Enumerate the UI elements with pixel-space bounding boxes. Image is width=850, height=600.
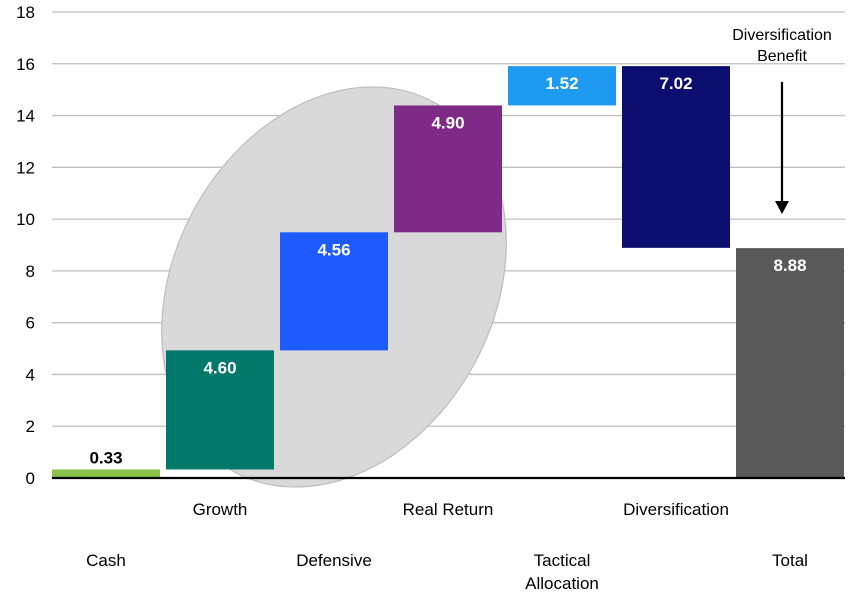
y-tick-label: 18 [16,3,35,22]
y-tick-label: 14 [16,107,35,126]
y-tick-label: 10 [16,210,35,229]
category-label: Real Return [403,500,494,519]
category-label: Defensive [296,551,372,570]
bar-value-label: 7.02 [659,74,692,93]
bar-value-label: 4.56 [317,240,350,259]
bar-6 [736,248,844,478]
bar-4 [508,66,616,106]
category-label: Allocation [525,574,599,593]
bar-3 [394,105,502,233]
bar-value-label: 1.52 [545,74,578,93]
annotation-text: Benefit [757,48,807,65]
category-label: Cash [86,551,126,570]
bar-value-label: 4.90 [431,113,464,132]
y-tick-label: 0 [26,469,35,488]
y-tick-label: 2 [26,417,35,436]
bar-5 [622,66,730,248]
annotation-text: Diversification [732,27,832,44]
annotation-arrowhead [775,201,789,214]
y-tick-label: 8 [26,262,35,281]
bar-value-label: 8.88 [773,256,806,275]
bar-value-label: 0.33 [89,448,122,467]
bar-1 [166,350,274,470]
bar-0 [52,469,160,478]
bar-2 [280,232,388,351]
category-label: Growth [193,500,248,519]
bar-value-label: 4.60 [203,358,236,377]
y-tick-label: 16 [16,55,35,74]
category-label: Diversification [623,500,729,519]
y-tick-label: 6 [26,314,35,333]
category-label: Tactical [534,551,591,570]
y-tick-label: 12 [16,158,35,177]
category-label: Total [772,551,808,570]
y-tick-label: 4 [26,365,35,384]
